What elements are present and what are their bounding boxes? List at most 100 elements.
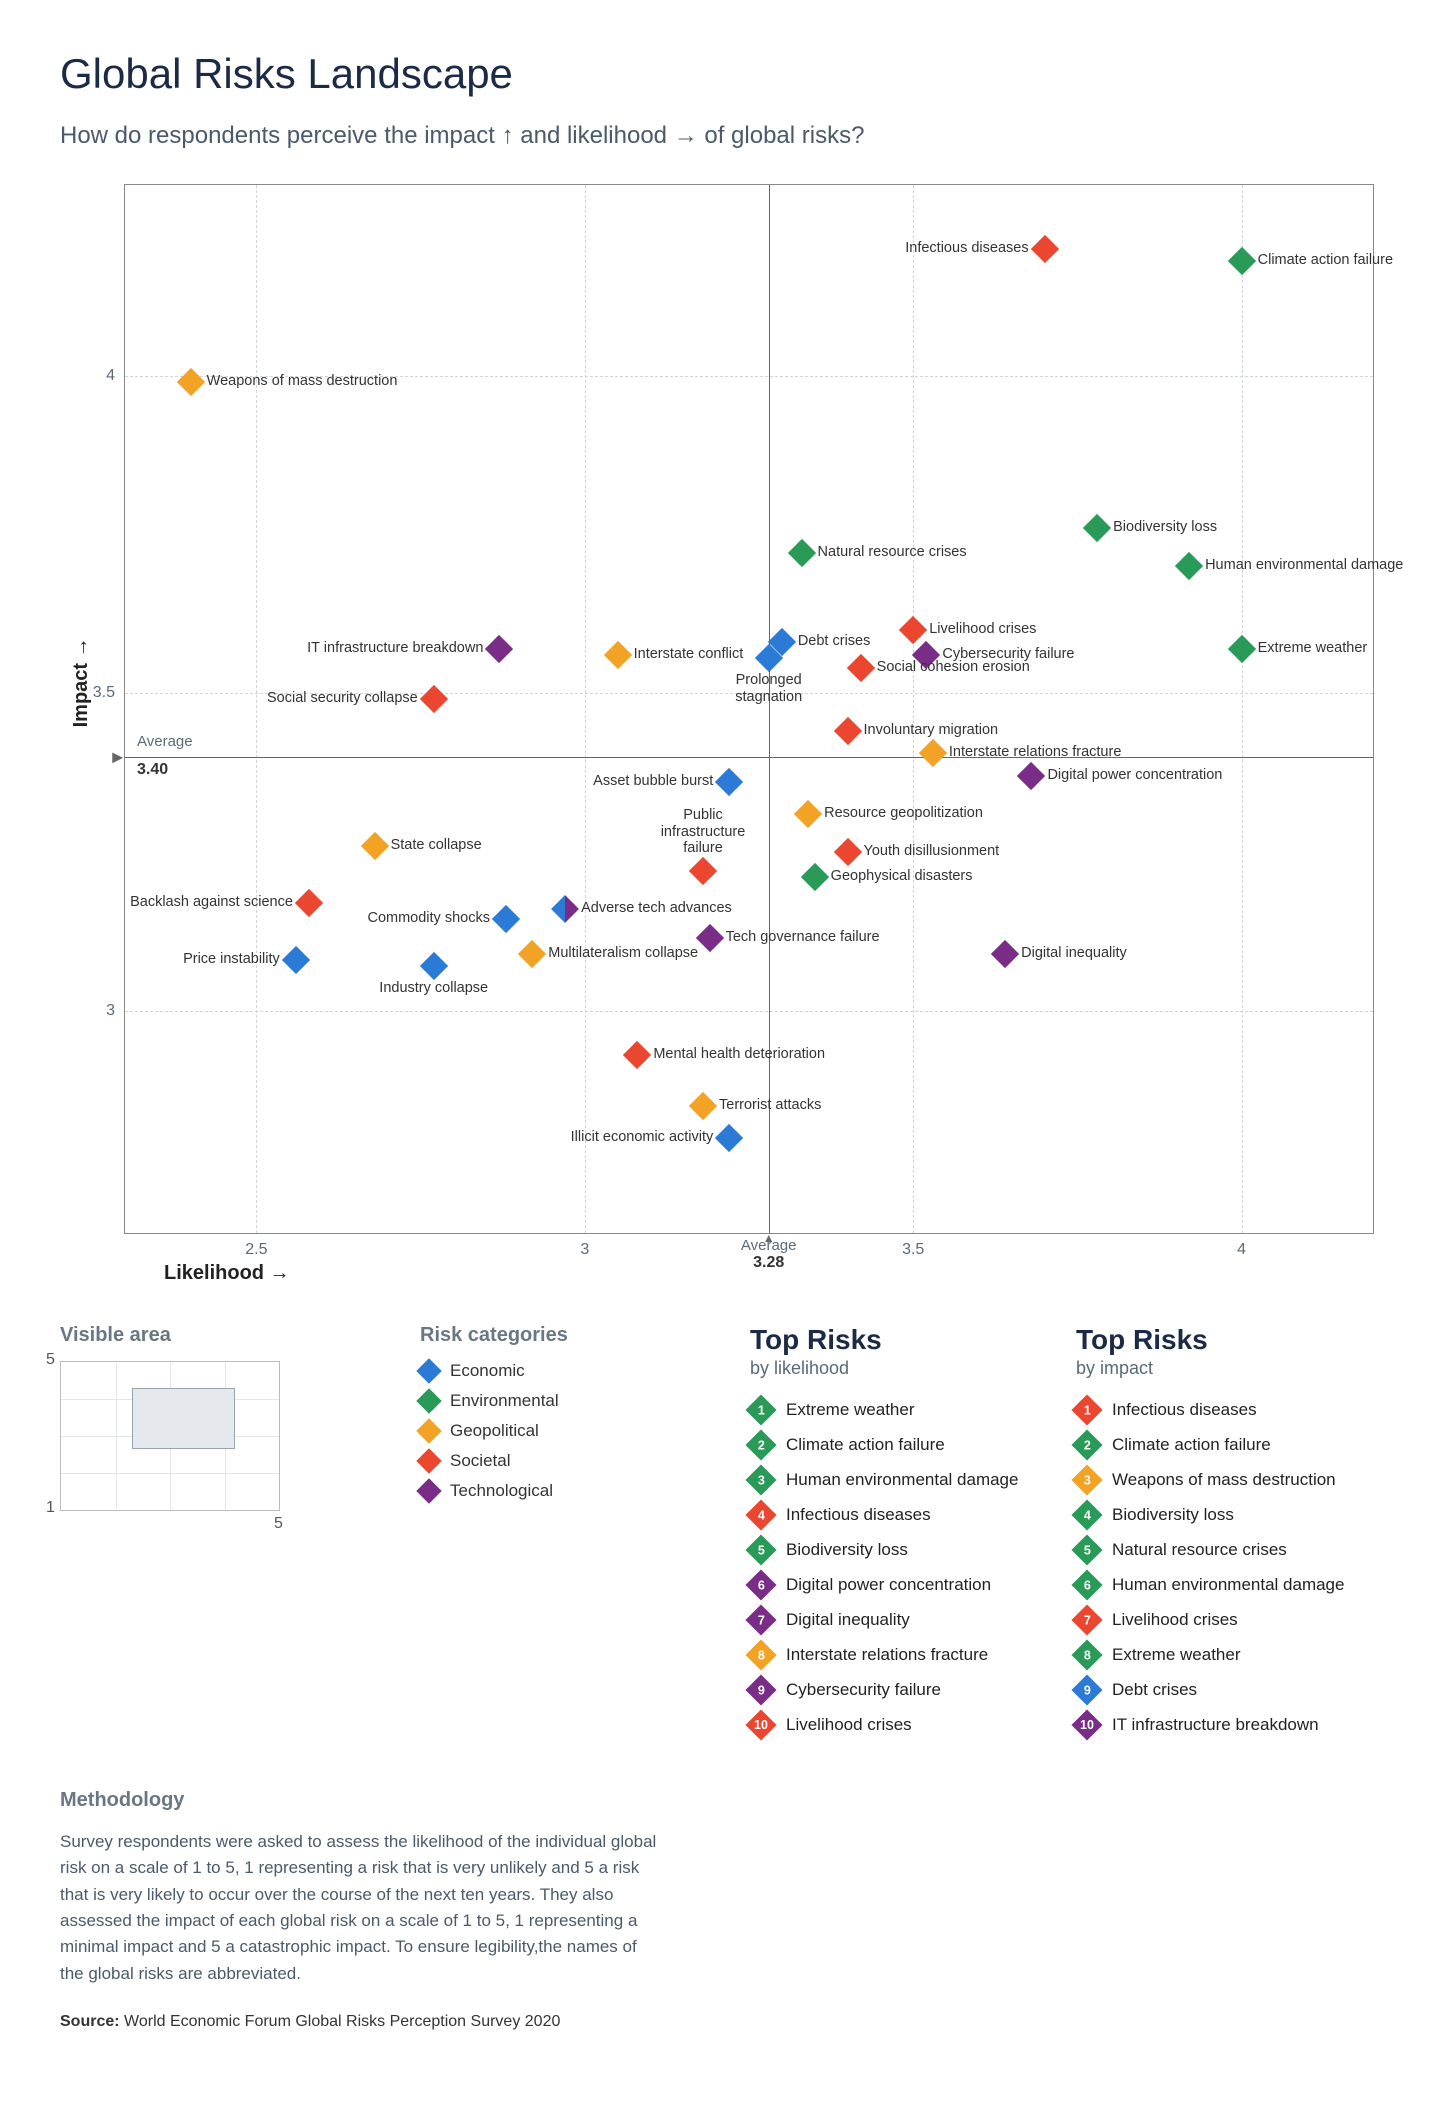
diamond-icon (1030, 234, 1058, 262)
source-label: Source: (60, 2013, 120, 2030)
risk-label: Weapons of mass destruction (207, 373, 398, 390)
page-subtitle: How do respondents perceive the impact ↑… (60, 122, 1372, 150)
y-tick: 3.5 (93, 684, 125, 702)
risk-label: Social security collapse (267, 690, 418, 707)
risk-label: Price instability (183, 951, 280, 968)
rank-item: 5 Natural resource crises (1076, 1539, 1372, 1561)
rank-number: 10 (1080, 1718, 1094, 1732)
risk-label: Youth disillusionment (864, 843, 1000, 860)
diamond-icon (1017, 762, 1045, 790)
diamond-icon (794, 800, 822, 828)
risk-label: Industry collapse (364, 980, 504, 997)
top-risks-impact: Top Risks by impact 1Infectious diseases… (1076, 1324, 1372, 1749)
mini-tick-ymax: 5 (46, 1351, 55, 1369)
risk-label: Prolongedstagnation (699, 672, 839, 705)
diamond-icon (847, 654, 875, 682)
rank-number: 10 (754, 1718, 768, 1732)
rank-item: 1Infectious diseases (1076, 1399, 1372, 1421)
rank-label: Human environmental damage (786, 1470, 1018, 1490)
diamond-icon (715, 768, 743, 796)
legend-item: Technological (420, 1481, 720, 1501)
diamond-icon (1083, 514, 1111, 542)
risk-label: Interstate relations fracture (949, 744, 1121, 761)
rank-item: 8Extreme weather (1076, 1644, 1372, 1666)
legend-item: Societal (420, 1451, 720, 1471)
risk-label: Resource geopolitization (824, 805, 983, 822)
risk-label: Multilateralism collapse (548, 945, 698, 962)
rank-item: 3 Weapons of mass destruction (1076, 1469, 1372, 1491)
rank-item: 4Biodiversity loss (1076, 1504, 1372, 1526)
diamond-icon (420, 952, 448, 980)
rank-diamond-icon: 8 (1071, 1639, 1102, 1670)
top-risks-likelihood: Top Risks by likelihood 1Extreme weather… (750, 1324, 1046, 1749)
rank-diamond-icon: 2 (1071, 1429, 1102, 1460)
rank-label: Natural resource crises (1112, 1540, 1287, 1560)
top-impact-sub: by impact (1076, 1358, 1372, 1379)
methodology-text: Survey respondents were asked to assess … (60, 1829, 660, 1987)
rank-diamond-icon: 5 (1071, 1534, 1102, 1565)
legend-label: Economic (450, 1361, 525, 1381)
rank-number: 9 (758, 1683, 765, 1697)
mini-tick-xmax: 5 (274, 1515, 283, 1533)
rank-label: Climate action failure (1112, 1435, 1271, 1455)
diamond-icon (801, 863, 829, 891)
risk-label: Biodiversity loss (1113, 519, 1217, 536)
legend-label: Societal (450, 1451, 510, 1471)
diamond-icon (833, 717, 861, 745)
rank-label: Livelihood crises (786, 1715, 912, 1735)
top-likelihood-title: Top Risks (750, 1324, 1046, 1356)
rank-label: Climate action failure (786, 1435, 945, 1455)
rank-item: 2 Climate action failure (1076, 1434, 1372, 1456)
mini-tick-ymin: 1 (46, 1499, 55, 1517)
risk-label: Terrorist attacks (719, 1097, 821, 1114)
diamond-icon (416, 1358, 441, 1383)
rank-item: 9Cybersecurity failure (750, 1679, 1046, 1701)
diamond-icon (787, 539, 815, 567)
rank-number: 5 (1084, 1543, 1091, 1557)
diamond-icon (689, 857, 717, 885)
diamond-icon (177, 368, 205, 396)
diamond-icon (420, 685, 448, 713)
diamond-icon (295, 889, 323, 917)
rank-number: 8 (758, 1648, 765, 1662)
diamond-icon (485, 635, 513, 663)
rank-diamond-icon: 6 (745, 1569, 776, 1600)
rank-item: 9Debt crises (1076, 1679, 1372, 1701)
rank-diamond-icon: 6 (1071, 1569, 1102, 1600)
risk-label: Geophysical disasters (831, 868, 973, 885)
rank-label: Extreme weather (1112, 1645, 1241, 1665)
rank-diamond-icon: 3 (745, 1464, 776, 1495)
rank-number: 6 (758, 1578, 765, 1592)
risk-label: Commodity shocks (367, 910, 489, 927)
rank-number: 2 (1084, 1438, 1091, 1452)
rank-diamond-icon: 4 (745, 1499, 776, 1530)
diamond-icon (919, 739, 947, 767)
rank-label: Biodiversity loss (1112, 1505, 1234, 1525)
x-tick: 2.5 (245, 1233, 267, 1259)
rank-item: 8Interstate relations fracture (750, 1644, 1046, 1666)
x-axis-label: Likelihood → (164, 1262, 290, 1285)
risk-label: Livelihood crises (929, 621, 1036, 638)
diamond-icon (695, 923, 723, 951)
rank-number: 3 (758, 1473, 765, 1487)
rank-diamond-icon: 10 (745, 1709, 776, 1740)
legend-item: Environmental (420, 1391, 720, 1411)
diamond-icon (416, 1448, 441, 1473)
y-axis-label: Impact → (70, 637, 93, 727)
rank-label: Biodiversity loss (786, 1540, 908, 1560)
rank-diamond-icon: 10 (1071, 1709, 1102, 1740)
rank-label: Human environmental damage (1112, 1575, 1344, 1595)
diamond-icon (416, 1478, 441, 1503)
risk-label: Publicinfrastructurefailure (623, 807, 783, 857)
legend-label: Geopolitical (450, 1421, 539, 1441)
rank-number: 2 (758, 1438, 765, 1452)
rank-label: Digital inequality (786, 1610, 910, 1630)
rank-item: 6Human environmental damage (1076, 1574, 1372, 1596)
risk-label: Tech governance failure (726, 929, 880, 946)
diamond-icon (416, 1418, 441, 1443)
rank-item: 10IT infrastructure breakdown (1076, 1714, 1372, 1736)
rank-label: Weapons of mass destruction (1112, 1470, 1336, 1490)
rank-diamond-icon: 3 (1071, 1464, 1102, 1495)
diamond-icon (360, 831, 388, 859)
rank-number: 3 (1084, 1473, 1091, 1487)
